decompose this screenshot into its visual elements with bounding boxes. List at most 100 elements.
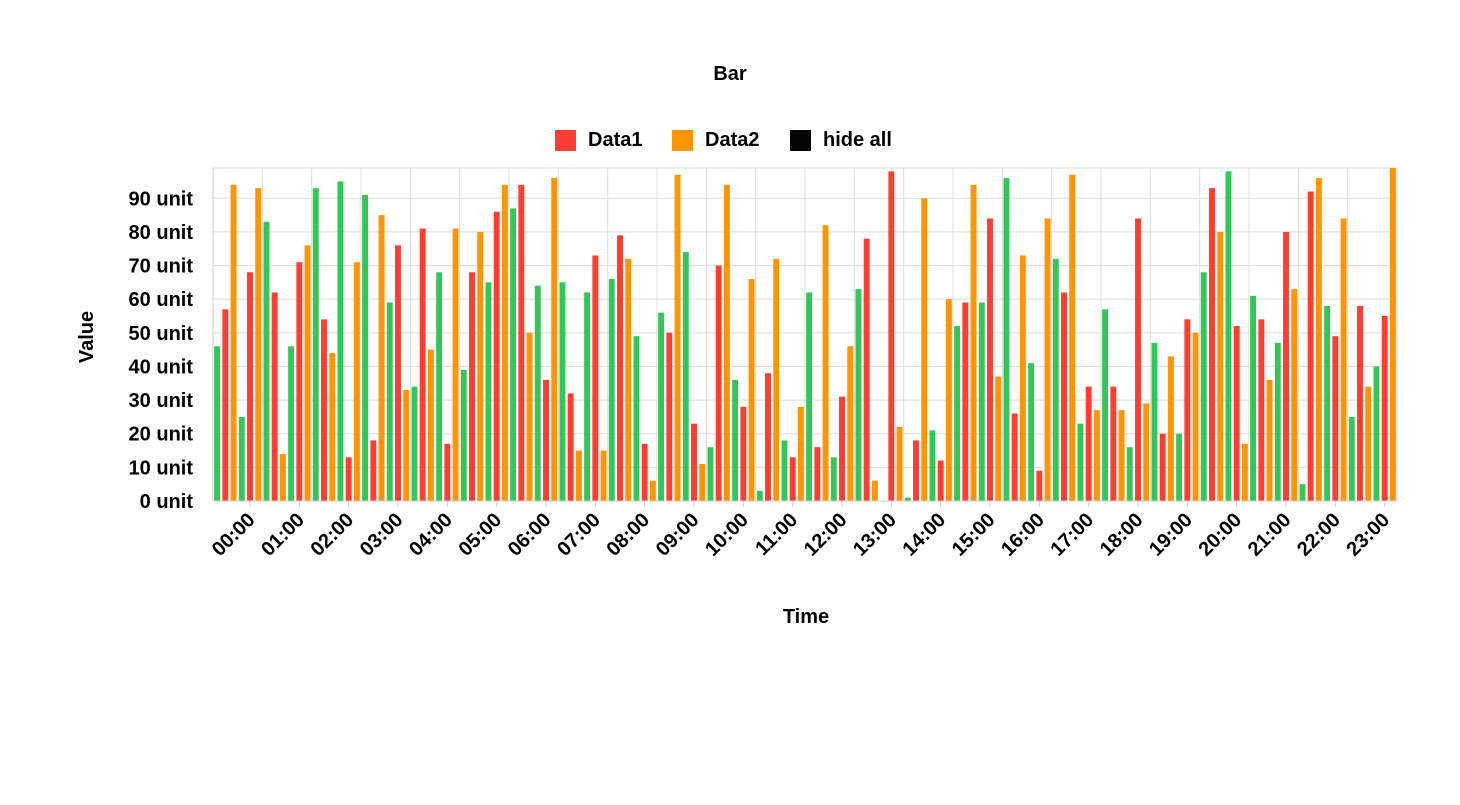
bar (855, 289, 862, 501)
bar (345, 457, 352, 501)
y-tick-label: 70 unit (129, 256, 194, 278)
bar (1225, 171, 1232, 501)
y-tick-label: 50 unit (129, 323, 194, 345)
bar (649, 480, 656, 501)
bar (592, 255, 599, 501)
bar (970, 184, 977, 501)
bar (699, 464, 706, 501)
bar (312, 188, 319, 501)
bar (1011, 413, 1018, 501)
bar (559, 282, 566, 501)
bar (238, 416, 245, 501)
legend-item-hide-all[interactable]: hide all (790, 129, 892, 151)
bar (1184, 319, 1191, 501)
bar (518, 184, 525, 501)
bar (575, 450, 582, 501)
x-tick-label: 09:00 (652, 509, 704, 561)
bar (962, 302, 969, 501)
y-tick-label: 0 unit (140, 491, 194, 513)
bar (723, 184, 730, 501)
bar (1143, 403, 1150, 501)
bar (296, 262, 303, 501)
bar (658, 312, 665, 501)
x-axis-title: Time (783, 606, 829, 628)
bar (839, 396, 845, 501)
bar (510, 208, 517, 501)
bar (789, 457, 796, 501)
bar (1274, 342, 1281, 501)
bar (608, 279, 615, 501)
bar (378, 215, 385, 501)
bar (691, 423, 697, 501)
bar (987, 218, 993, 502)
bar (419, 228, 426, 501)
bar (1266, 379, 1273, 501)
x-tick-label: 14:00 (898, 509, 950, 561)
bar (427, 349, 434, 501)
y-tick-label: 10 unit (129, 457, 194, 479)
bar (913, 440, 919, 501)
bar (493, 211, 500, 501)
bar (600, 450, 607, 501)
bar (1019, 255, 1026, 501)
bar (526, 332, 533, 501)
bar (271, 292, 278, 501)
bar (444, 443, 451, 501)
bar (1315, 178, 1322, 501)
bar (411, 386, 418, 501)
bar (214, 346, 221, 501)
bar (1036, 470, 1043, 501)
bar (995, 376, 1002, 501)
bar (633, 336, 640, 501)
bar (477, 231, 484, 501)
bar (806, 292, 813, 501)
bar (822, 225, 829, 501)
legend-label-data1: Data1 (588, 129, 642, 151)
bar (1217, 231, 1224, 501)
bar (814, 447, 821, 501)
bar (247, 272, 253, 501)
x-tick-label: 18:00 (1096, 509, 1148, 561)
bar (904, 497, 911, 501)
bar (781, 440, 788, 501)
bar (871, 480, 878, 501)
bar (666, 332, 673, 501)
bar (1102, 309, 1109, 501)
y-tick-label: 90 unit (129, 188, 194, 210)
bar (222, 309, 229, 501)
bar (1044, 218, 1051, 502)
bar (1159, 433, 1166, 501)
x-tick-label: 01:00 (257, 509, 309, 561)
bar (773, 258, 780, 501)
x-tick-label: 17:00 (1046, 509, 1098, 561)
bar (534, 285, 541, 501)
bar (1077, 423, 1084, 501)
bar (1324, 305, 1331, 501)
bar (1085, 386, 1092, 501)
y-axis-title: Value (76, 311, 98, 363)
x-tick-label: 11:00 (751, 509, 802, 560)
bar (403, 390, 410, 501)
bar (1365, 386, 1372, 501)
bar (1241, 443, 1248, 501)
legend-item-data2[interactable]: Data2 (672, 129, 759, 151)
bar (1028, 363, 1035, 501)
bar (748, 279, 755, 501)
legend-item-data1[interactable]: Data1 (555, 129, 642, 151)
bar (1381, 316, 1388, 501)
legend-swatch-data2 (672, 130, 693, 151)
bar (1093, 410, 1100, 501)
bar (329, 353, 336, 501)
y-tick-label: 60 unit (129, 289, 194, 311)
bar (230, 184, 237, 501)
bar (847, 346, 854, 501)
legend-label-data2: Data2 (705, 129, 759, 151)
bar (921, 198, 928, 502)
bar (255, 188, 262, 501)
x-tick-label: 20:00 (1194, 509, 1246, 561)
bar (896, 427, 903, 501)
bar (1110, 386, 1117, 501)
bar (1126, 447, 1133, 501)
bar (715, 265, 722, 501)
